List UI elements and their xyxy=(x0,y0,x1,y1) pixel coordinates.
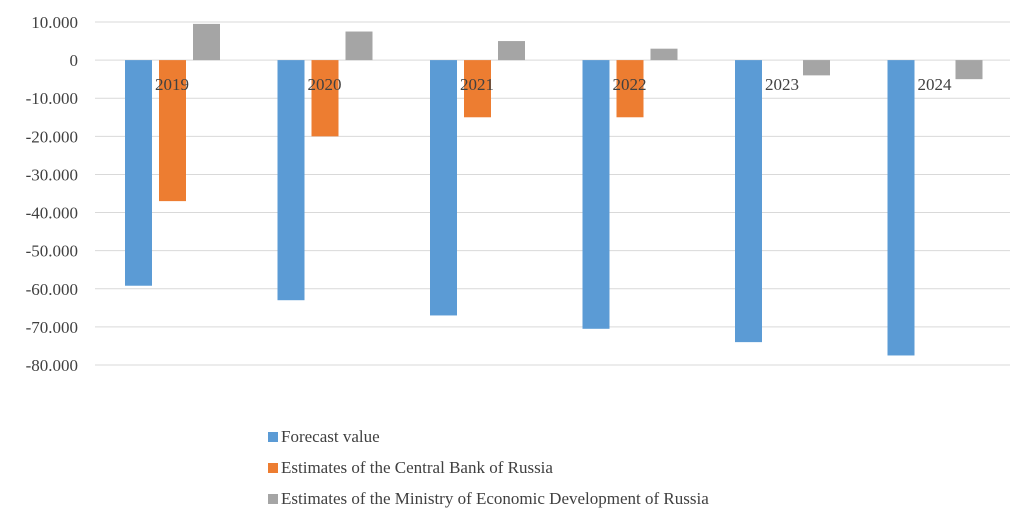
category-labels: 2019 2020 2021 2022 2023 2024 xyxy=(155,75,952,94)
y-tick-label: -10.000 xyxy=(26,89,78,108)
bar-forecast-2021 xyxy=(430,60,457,316)
legend-swatch-central-bank xyxy=(268,462,278,473)
y-tick-label: -20.000 xyxy=(26,127,78,146)
bar-ministry-2020 xyxy=(345,31,373,61)
legend-item-central-bank: Estimates of the Central Bank of Russia xyxy=(268,458,709,477)
bar-ministry-2024 xyxy=(955,60,983,80)
x-category-label: 2024 xyxy=(918,75,953,94)
bar-ministry-2021 xyxy=(498,41,525,61)
legend-swatch-ministry xyxy=(268,493,278,504)
y-tick-label: 0 xyxy=(70,51,79,70)
x-category-label: 2019 xyxy=(155,75,189,94)
y-tick-label: -80.000 xyxy=(26,356,78,375)
bar-forecast-2019 xyxy=(125,60,152,286)
y-tick-label: 10.000 xyxy=(31,13,78,32)
y-tick-label: -40.000 xyxy=(26,204,78,223)
bars xyxy=(125,23,983,356)
bar-central-bank-2019 xyxy=(159,60,186,202)
bar-central-bank-2022 xyxy=(616,60,644,118)
y-tick-label: -70.000 xyxy=(26,318,78,337)
gridlines xyxy=(95,21,1010,366)
bar-ministry-2022 xyxy=(650,48,678,61)
y-tick-label: -50.000 xyxy=(26,242,78,261)
bar-central-bank-2021 xyxy=(464,60,491,118)
y-tick-label: -60.000 xyxy=(26,280,78,299)
legend-item-forecast: Forecast value xyxy=(268,427,709,446)
x-category-label: 2022 xyxy=(613,75,647,94)
x-category-label: 2023 xyxy=(765,75,799,94)
bar-chart: 10.000 0 -10.000 -20.000 -30.000 -40.000 -50.0… xyxy=(26,13,1010,375)
legend-item-ministry: Estimates of the Ministry of Economic De… xyxy=(268,489,709,508)
bar-forecast-2023 xyxy=(735,60,762,343)
bar-central-bank-2020 xyxy=(311,60,339,137)
legend-label-ministry: Estimates of the Ministry of Economic De… xyxy=(281,488,709,508)
x-category-label: 2020 xyxy=(308,75,342,94)
x-category-label: 2021 xyxy=(460,75,494,94)
bar-forecast-2020 xyxy=(277,60,305,301)
bar-ministry-2023 xyxy=(803,60,830,76)
legend: Forecast value Estimates of the Central … xyxy=(268,427,709,520)
y-axis-tick-labels: 10.000 0 -10.000 -20.000 -30.000 -40.000 -50.0… xyxy=(26,13,78,375)
bar-forecast-2024 xyxy=(887,60,915,356)
bar-ministry-2019 xyxy=(193,23,220,61)
y-tick-label: -30.000 xyxy=(26,165,78,184)
legend-label-central-bank: Estimates of the Central Bank of Russia xyxy=(281,457,553,477)
legend-swatch-forecast xyxy=(268,431,278,442)
legend-label-forecast: Forecast value xyxy=(281,426,380,446)
bar-forecast-2022 xyxy=(582,60,610,329)
